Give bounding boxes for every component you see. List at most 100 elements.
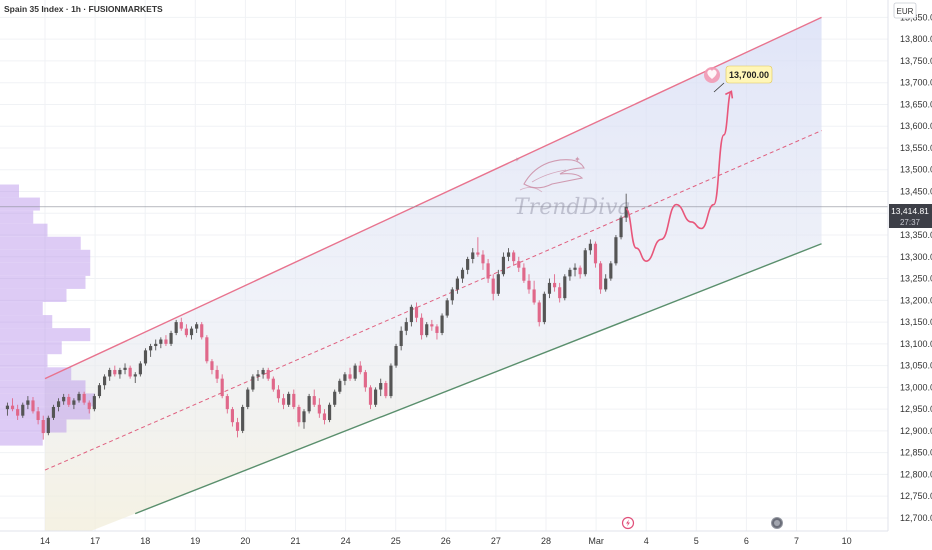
candle-body[interactable]	[31, 400, 35, 412]
candle-body[interactable]	[558, 287, 562, 299]
candle-body[interactable]	[154, 343, 158, 347]
candle-body[interactable]	[368, 387, 373, 405]
events-icon[interactable]	[621, 516, 635, 530]
candle-body[interactable]	[430, 324, 434, 327]
candle-body[interactable]	[302, 411, 306, 423]
candle-body[interactable]	[225, 396, 229, 410]
candle-body[interactable]	[409, 306, 413, 323]
candle-body[interactable]	[624, 206, 628, 218]
candle-body[interactable]	[281, 398, 286, 405]
candle-body[interactable]	[440, 315, 444, 333]
candle-body[interactable]	[200, 324, 204, 338]
candle-body[interactable]	[149, 346, 153, 351]
candle-body[interactable]	[425, 324, 429, 336]
candle-body[interactable]	[174, 322, 178, 333]
candle-body[interactable]	[614, 237, 618, 264]
candle-body[interactable]	[276, 389, 281, 399]
candle-body[interactable]	[512, 252, 516, 262]
candle-body[interactable]	[133, 374, 137, 377]
candle-body[interactable]	[599, 263, 603, 290]
time-axis[interactable]	[0, 531, 932, 550]
candle-body[interactable]	[527, 280, 531, 290]
currency-badge[interactable]	[893, 2, 917, 19]
candle-body[interactable]	[261, 369, 265, 375]
candle-body[interactable]	[108, 369, 112, 377]
candle-body[interactable]	[573, 267, 577, 270]
candle-body[interactable]	[517, 261, 521, 268]
candle-body[interactable]	[317, 404, 321, 414]
candle-body[interactable]	[435, 326, 439, 333]
candle-body[interactable]	[348, 374, 352, 379]
price-axis[interactable]	[888, 0, 932, 550]
candle-body[interactable]	[588, 243, 592, 251]
candle-body[interactable]	[246, 389, 250, 407]
candle-body[interactable]	[537, 302, 541, 323]
candle-body[interactable]	[379, 383, 383, 390]
candle-body[interactable]	[481, 254, 485, 264]
candle-body[interactable]	[619, 217, 623, 238]
candle-body[interactable]	[5, 405, 10, 410]
candle-body[interactable]	[455, 278, 459, 290]
candle-body[interactable]	[358, 365, 362, 373]
candle-body[interactable]	[471, 252, 475, 259]
candle-body[interactable]	[10, 405, 15, 410]
candle-body[interactable]	[532, 289, 536, 303]
candle-body[interactable]	[506, 252, 511, 257]
candle-body[interactable]	[593, 243, 598, 264]
candle-body[interactable]	[547, 282, 552, 294]
candle-body[interactable]	[297, 406, 301, 423]
candle-body[interactable]	[445, 300, 449, 316]
candle-body[interactable]	[235, 422, 240, 431]
candle-body[interactable]	[450, 289, 454, 301]
candle-body[interactable]	[307, 396, 311, 412]
candle-body[interactable]	[522, 267, 526, 281]
candle-body[interactable]	[486, 263, 490, 279]
candle-body[interactable]	[384, 383, 388, 397]
candle-body[interactable]	[491, 278, 495, 294]
target-annotation[interactable]: 13,700.00	[704, 65, 773, 93]
candle-body[interactable]	[87, 402, 91, 410]
candle-body[interactable]	[189, 328, 194, 336]
candle-body[interactable]	[143, 350, 148, 364]
projection-path[interactable]	[625, 90, 733, 262]
candle-body[interactable]	[56, 401, 61, 407]
candle-body[interactable]	[92, 396, 96, 410]
candle-body[interactable]	[476, 252, 480, 255]
candle-body[interactable]	[466, 258, 470, 270]
candle-body[interactable]	[169, 332, 173, 344]
candle-body[interactable]	[195, 324, 199, 329]
candle-body[interactable]	[414, 306, 419, 318]
candle-body[interactable]	[501, 256, 506, 275]
candle-body[interactable]	[251, 376, 255, 390]
candle-body[interactable]	[542, 293, 546, 323]
candle-body[interactable]	[164, 339, 168, 344]
channel-midline[interactable]	[44, 130, 822, 471]
candle-body[interactable]	[312, 396, 316, 405]
candle-body[interactable]	[123, 367, 127, 370]
candle-body[interactable]	[271, 378, 275, 390]
candle-body[interactable]	[327, 404, 332, 421]
candle-body[interactable]	[82, 393, 86, 403]
candle-body[interactable]	[26, 400, 30, 405]
candle-body[interactable]	[159, 339, 163, 344]
candle-body[interactable]	[363, 372, 367, 388]
channel-lower-line[interactable]	[134, 243, 822, 515]
candle-body[interactable]	[287, 393, 291, 405]
candle-body[interactable]	[230, 409, 235, 423]
candle-body[interactable]	[404, 322, 408, 331]
candle-body[interactable]	[583, 250, 587, 275]
candle-body[interactable]	[496, 274, 500, 294]
candle-body[interactable]	[563, 276, 567, 299]
candle-body[interactable]	[220, 378, 224, 397]
candle-body[interactable]	[72, 400, 76, 405]
candles[interactable]	[5, 193, 628, 440]
candle-body[interactable]	[113, 369, 117, 375]
candle-body[interactable]	[578, 267, 582, 275]
candle-body[interactable]	[179, 322, 183, 329]
candle-body[interactable]	[210, 361, 214, 370]
candle-body[interactable]	[128, 367, 132, 377]
candle-body[interactable]	[16, 409, 20, 416]
candle-body[interactable]	[41, 420, 45, 434]
candle-body[interactable]	[338, 380, 342, 392]
